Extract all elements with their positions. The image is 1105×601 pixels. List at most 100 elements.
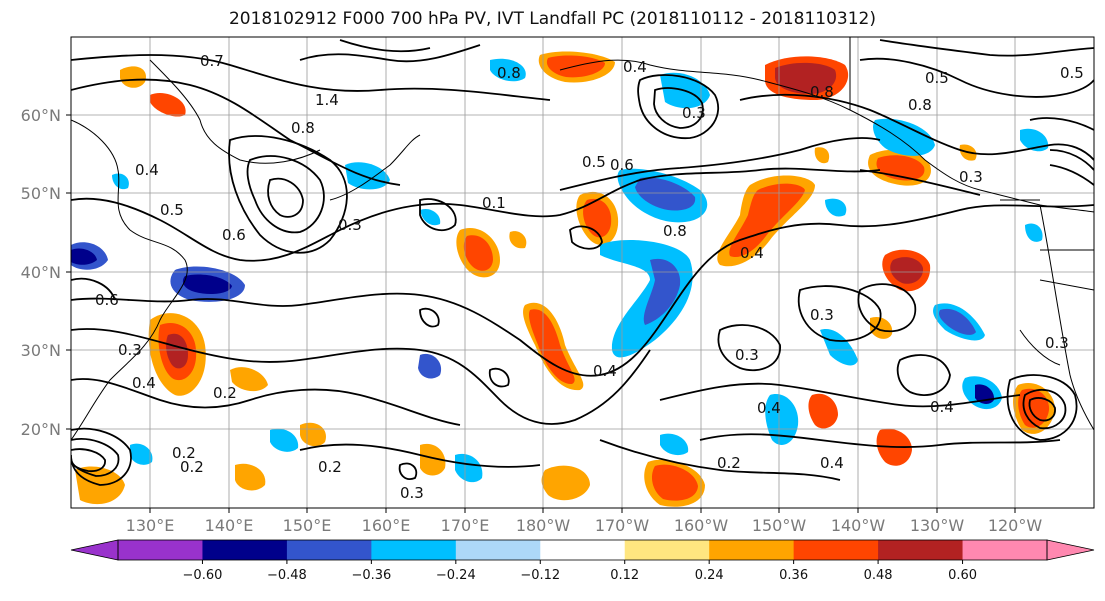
contour-label: 0.4 — [593, 362, 617, 380]
contour-label: 0.7 — [200, 52, 224, 70]
positive-anomaly-area — [230, 367, 268, 392]
contour-label: 0.3 — [810, 306, 834, 324]
positive-anomaly-area — [300, 422, 326, 447]
contour-label: 0.4 — [740, 244, 764, 262]
lon-label: 170°W — [595, 516, 650, 535]
positive-anomaly-area — [541, 465, 590, 501]
contour-label: 0.4 — [132, 374, 156, 392]
colorbar-tick-label: 0.60 — [948, 568, 977, 583]
positive-anomaly-area — [120, 66, 146, 88]
colorbar-tick-label: −0.48 — [267, 568, 307, 583]
contour-label: 0.5 — [925, 69, 949, 87]
negative-anomaly-area — [820, 329, 858, 366]
colorbar-swatch — [118, 540, 203, 560]
colorbar-tick-label: −0.12 — [520, 568, 560, 583]
contour-label: 0.2 — [318, 458, 342, 476]
positive-anomaly-area — [651, 464, 698, 501]
contour-label: 0.8 — [810, 83, 834, 101]
contour-label-layer: 0.7 1.4 0.8 0.4 0.5 0.3 0.6 0.2 0.1 0.8 … — [95, 52, 1084, 502]
contour-label: 0.5 — [1060, 64, 1084, 82]
negative-anomaly-area — [182, 274, 232, 294]
lat-label-30n: 30°N — [21, 341, 61, 360]
graticule — [71, 37, 1094, 508]
contour-label: 0.3 — [682, 104, 706, 122]
contour-label: 0.3 — [400, 484, 424, 502]
lon-label: 130°W — [910, 516, 965, 535]
positive-anomaly-area — [509, 231, 527, 249]
positive-anomaly-area — [166, 333, 188, 369]
colorbar-outline — [117, 539, 1048, 561]
contour-label: 0.1 — [482, 194, 506, 212]
positive-anomaly-area — [814, 147, 830, 164]
negative-anomaly-area — [660, 433, 689, 456]
contour-label: 0.3 — [1045, 334, 1069, 352]
positive-anomaly-area — [150, 92, 186, 117]
colorbar: −0.60 −0.48 −0.36 −0.24 −0.12 0.12 0.24 0.36 0.4… — [70, 539, 1095, 583]
colorbar-tick-label: −0.60 — [183, 568, 223, 583]
negative-anomaly-area — [112, 173, 129, 190]
contour-label: 0.5 — [582, 153, 606, 171]
contour-label: 0.2 — [172, 444, 196, 462]
positive-anomaly-area — [528, 309, 575, 385]
lon-label: 180°W — [516, 516, 571, 535]
lon-label: 160°E — [362, 516, 411, 535]
contour-label: 0.3 — [735, 346, 759, 364]
negative-anomaly-area — [873, 118, 935, 156]
colorbar-swatch — [709, 540, 795, 560]
colorbar-swatch — [455, 540, 541, 560]
contour-label: 0.4 — [757, 399, 781, 417]
negative-anomaly-area — [765, 394, 799, 445]
contour-label: 0.3 — [338, 216, 362, 234]
negative-anomaly-area — [345, 162, 390, 190]
lat-ticks — [66, 114, 71, 430]
positive-anomaly-area — [890, 257, 924, 284]
lon-label: 170°E — [441, 516, 490, 535]
negative-anomaly-area — [455, 453, 483, 483]
contour-label: 0.8 — [497, 64, 521, 82]
negative-anomaly-area — [490, 58, 526, 82]
positive-anomaly-area — [463, 235, 493, 271]
lon-label: 150°W — [752, 516, 807, 535]
positive-anomaly-area — [235, 463, 266, 491]
contour-label: 0.4 — [930, 398, 954, 416]
negative-anomaly-area — [420, 208, 441, 226]
negative-anomaly-area — [71, 248, 97, 265]
negative-anomaly-area — [418, 353, 442, 379]
lat-label-20n: 20°N — [21, 420, 61, 439]
colorbar-tick-label: −0.24 — [436, 568, 476, 583]
contour-label: 0.4 — [820, 454, 844, 472]
lat-label-50n: 50°N — [21, 184, 61, 203]
lon-ticks — [149, 508, 1016, 513]
contour-label: 0.3 — [118, 341, 142, 359]
colorbar-swatch — [540, 540, 626, 560]
negative-anomaly-area — [130, 443, 153, 465]
positive-anomaly-area — [729, 183, 805, 258]
contour-lines — [71, 39, 1094, 486]
contour-label: 0.5 — [160, 201, 184, 219]
colorbar-extend-min — [70, 539, 119, 561]
positive-anomaly-area — [808, 393, 838, 429]
contour-label: 0.6 — [610, 156, 634, 174]
colorbar-swatch — [286, 540, 372, 560]
colorbar-tick-label: 0.48 — [864, 568, 893, 583]
coastlines — [71, 37, 1094, 441]
map-title: 2018102912 F000 700 hPa PV, IVT Landfall… — [228, 9, 876, 29]
contour-label: 0.8 — [908, 96, 932, 114]
negative-anomaly-area — [938, 308, 976, 335]
contour-label: 0.3 — [959, 168, 983, 186]
negative-anomaly-area — [270, 428, 299, 452]
lon-label: 150°E — [283, 516, 332, 535]
lon-label: 130°E — [126, 516, 175, 535]
negative-anomaly-area — [643, 258, 681, 325]
contour-label: 0.4 — [623, 58, 647, 76]
colorbar-swatch — [624, 540, 710, 560]
colorbar-tick-label: 0.36 — [779, 568, 808, 583]
positive-anomaly-area — [870, 316, 893, 339]
negative-anomaly-area — [825, 198, 847, 217]
contour-label: 0.2 — [717, 454, 741, 472]
colorbar-tick-label: 0.24 — [695, 568, 724, 583]
colorbar-swatch — [371, 540, 457, 560]
positive-anomaly-area — [775, 62, 837, 94]
contour-label: 0.4 — [135, 161, 159, 179]
